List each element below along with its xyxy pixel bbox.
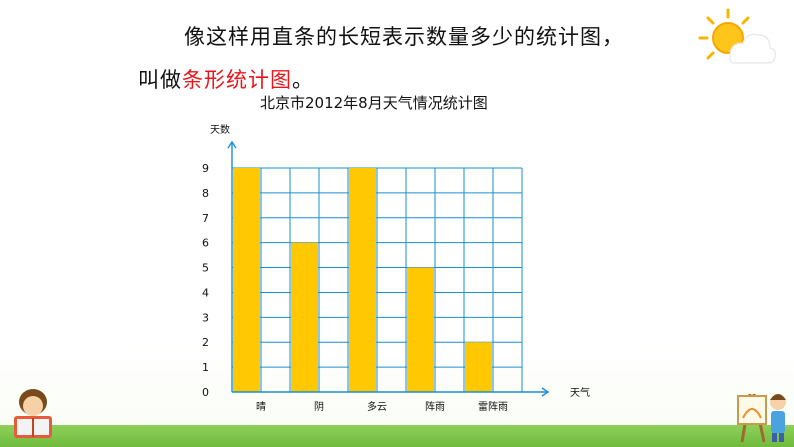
y-tick-label: 9 [202,162,209,175]
y-tick-label: 0 [202,386,209,399]
sun-cloud-icon [698,8,776,64]
y-axis-title: 天数 [210,123,230,136]
heading-suffix: 。 [292,68,314,92]
y-tick-label: 2 [202,336,209,349]
x-category-label: 晴 [256,400,266,413]
bar-2 [291,242,318,392]
x-category-label: 阴 [314,401,324,413]
y-tick-label: 7 [202,212,209,225]
heading-line-1: 像这样用直条的长短表示数量多少的统计图， [184,25,624,49]
x-category-label: 阵雨 [425,400,445,413]
bar-1 [233,168,260,392]
y-tick-label: 3 [202,311,209,324]
y-tick-label: 1 [202,361,209,374]
chart-title: 北京市2012年8月天气情况统计图 [260,94,488,112]
x-axis-arrow [541,387,550,397]
reading-child-icon [14,389,52,438]
y-tick-label: 4 [202,286,209,299]
x-category-label: 雷阵雨 [478,400,508,413]
bar-5 [465,342,492,392]
bar-4 [407,267,434,392]
chart-axes [227,140,550,397]
y-tick-label: 6 [202,237,209,250]
chart-bars [233,168,492,392]
grass-strip [0,425,794,447]
x-category-label: 多云 [367,400,387,413]
heading-line-2: 叫做条形统计图。 [138,64,314,94]
heading-highlight-term: 条形统计图 [182,68,292,92]
x-axis-title: 天气 [570,386,590,399]
y-axis-arrow [227,140,237,149]
painting-child-icon [737,393,786,443]
y-tick-label: 5 [202,262,209,275]
page-background [0,0,794,430]
heading-prefix: 叫做 [138,68,182,92]
bar-3 [349,168,376,392]
y-tick-label: 8 [202,187,209,200]
